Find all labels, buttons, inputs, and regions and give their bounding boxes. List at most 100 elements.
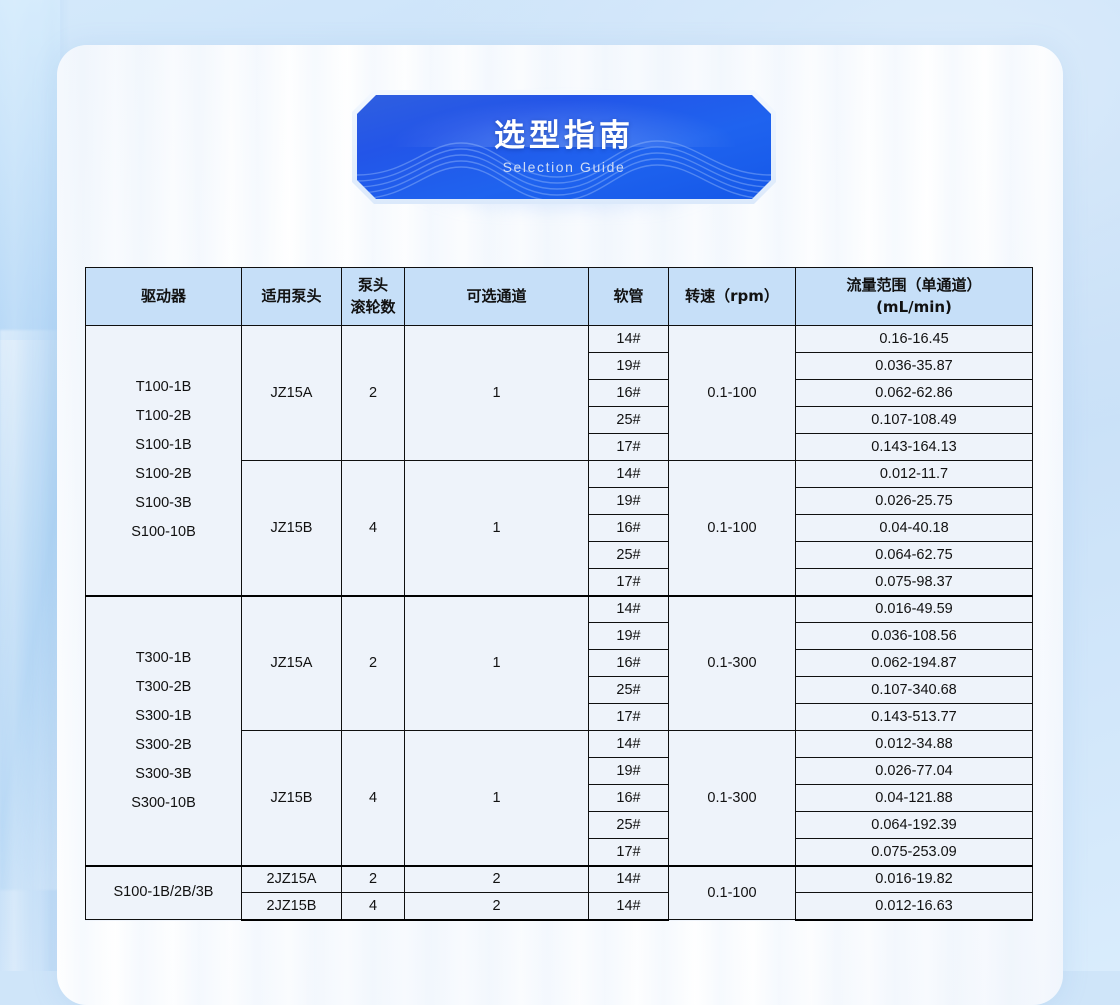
table-row: 19# 0.036-108.56 [86,622,1033,650]
cell-flow-range: 0.075-253.09 [795,838,1033,866]
cell-flow-range: 0.04-121.88 [795,784,1033,812]
cell-tube: 17# [588,838,669,866]
cell-channels: 2 [404,892,589,921]
cell-channels: 1 [404,594,589,731]
cell-tube: 16# [588,379,669,407]
cell-tube: 16# [588,784,669,812]
cell-tube: 16# [588,514,669,542]
table-row: 25# 0.064-62.75 [86,541,1033,569]
header-flow-range: 流量范围（单通道） (mL/min) [795,267,1033,326]
cell-pump-head: JZ15B [241,730,342,866]
table-row: S100-1B/2B/3B 2JZ15A 2 2 14# 0.1-100 0.016-19.… [85,864,1033,920]
cell-roller-count: 4 [341,892,405,921]
cell-tube: 14# [588,460,669,488]
cell-tube: 17# [588,568,669,596]
cell-tube: 17# [588,703,669,731]
table-row: 2JZ15B 4 2 14# 0.012-16.63 [86,892,1033,921]
cell-tube: 25# [588,541,669,569]
table-row: T300-1B T300-2B S300-1B S300-2B S300-3B S300-… [85,594,1033,866]
cell-flow-range: 0.062-62.86 [795,379,1033,407]
cell-flow-range: 0.012-34.88 [795,730,1033,758]
cell-tube: 25# [588,676,669,704]
cell-speed: 0.1-300 [668,594,796,731]
driver-model: S300-3B [135,765,192,782]
header-roller-count-line1: 泵头 [357,275,388,294]
header-pump-head: 适用泵头 [241,267,342,326]
table-row: 16# 0.062-194.87 [86,649,1033,677]
cell-flow-range: 0.075-98.37 [795,568,1033,596]
cell-flow-range: 0.143-164.13 [795,433,1033,461]
driver-model: S300-10B [131,794,196,811]
cell-tube: 19# [588,622,669,650]
cell-speed: 0.1-100 [668,325,796,461]
table-row: 19# 0.036-35.87 [86,352,1033,380]
cell-pump-head: JZ15A [241,325,342,461]
driver-model: S300-1B [135,707,192,724]
header-tube: 软管 [588,267,669,326]
driver-model: S300-2B [135,736,192,753]
selection-spec-table: 驱动器 适用泵头 泵头 滚轮数 可选通道 软管 转速（rpm） 流量范围（单通道… [85,267,1033,921]
header-roller-count: 泵头 滚轮数 [341,267,405,326]
cell-flow-range: 0.026-25.75 [795,487,1033,515]
header-flow-range-line1: 流量范围（单通道） [846,275,982,294]
cell-roller-count: 2 [341,325,405,461]
cell-tube: 25# [588,406,669,434]
cell-tube: 17# [588,433,669,461]
cell-tube: 14# [588,594,669,623]
driver-model: T100-1B [135,379,192,396]
driver-model: T100-2B [135,408,192,425]
driver-model: S100-1B [135,437,192,454]
table-row: 19# 0.026-25.75 [86,487,1033,515]
cell-flow-range: 0.143-513.77 [795,703,1033,731]
cell-flow-range: 0.04-40.18 [795,514,1033,542]
header-driver: 驱动器 [85,267,242,326]
table-row: JZ15B 4 1 14# 0.1-300 0.012-34.88 [86,730,1033,866]
cell-speed: 0.1-100 [668,864,796,920]
cell-tube: 19# [588,352,669,380]
background-glass-top [0,0,60,340]
cell-channels: 1 [404,730,589,866]
wave-pattern-icon [357,125,771,199]
table-row: 19# 0.026-77.04 [86,757,1033,785]
driver-model: T300-1B [135,649,192,666]
cell-roller-count: 4 [341,460,405,596]
cell-pump-head: JZ15B [241,460,342,596]
table-header-row: 驱动器 适用泵头 泵头 滚轮数 可选通道 软管 转速（rpm） 流量范围（单通道… [85,267,1033,326]
cell-pump-head: JZ15A [241,594,342,731]
cell-flow-range: 0.036-35.87 [795,352,1033,380]
banner-body: 选型指南 Selection Guide [357,95,771,199]
cell-speed: 0.1-300 [668,730,796,866]
cell-flow-range: 0.012-16.63 [795,892,1033,921]
cell-flow-range: 0.064-62.75 [795,541,1033,569]
table-row: 17# 0.075-98.37 [86,568,1033,596]
cell-pump-head: 2JZ15A [241,864,342,893]
driver-model: S100-1B/2B/3B [113,884,214,901]
cell-driver-models: T100-1B T100-2B S100-1B S100-2B S100-3B S100-… [85,325,242,596]
cell-roller-count: 2 [341,864,405,893]
cell-flow-range: 0.16-16.45 [795,325,1033,353]
banner-title: 选型指南 [494,118,634,155]
cell-roller-count: 2 [341,594,405,731]
table-row: 25# 0.064-192.39 [86,811,1033,839]
driver-model: S100-2B [135,466,192,483]
table-row: JZ15B 4 1 14# 0.1-100 0.012-11.7 [86,460,1033,596]
header-roller-count-line2: 滚轮数 [350,297,396,316]
table-body: T100-1B T100-2B S100-1B S100-2B S100-3B S100-… [85,325,1033,921]
header-flow-range-line2: (mL/min) [876,297,952,316]
cell-tube: 14# [588,730,669,758]
cell-channels: 1 [404,325,589,461]
cell-tube: 16# [588,649,669,677]
cell-channels: 1 [404,460,589,596]
cell-flow-range: 0.107-108.49 [795,406,1033,434]
table-row: 16# 0.062-62.86 [86,379,1033,407]
driver-model: S100-10B [131,524,196,541]
cell-flow-range: 0.026-77.04 [795,757,1033,785]
cell-flow-range: 0.062-194.87 [795,649,1033,677]
cell-tube: 25# [588,811,669,839]
cell-roller-count: 4 [341,730,405,866]
cell-tube: 14# [588,892,669,921]
cell-driver-models: T300-1B T300-2B S300-1B S300-2B S300-3B S300-… [85,594,242,866]
banner-text-block: 选型指南 Selection Guide [357,95,771,199]
driver-model: S100-3B [135,495,192,512]
table-row: 17# 0.143-513.77 [86,703,1033,731]
